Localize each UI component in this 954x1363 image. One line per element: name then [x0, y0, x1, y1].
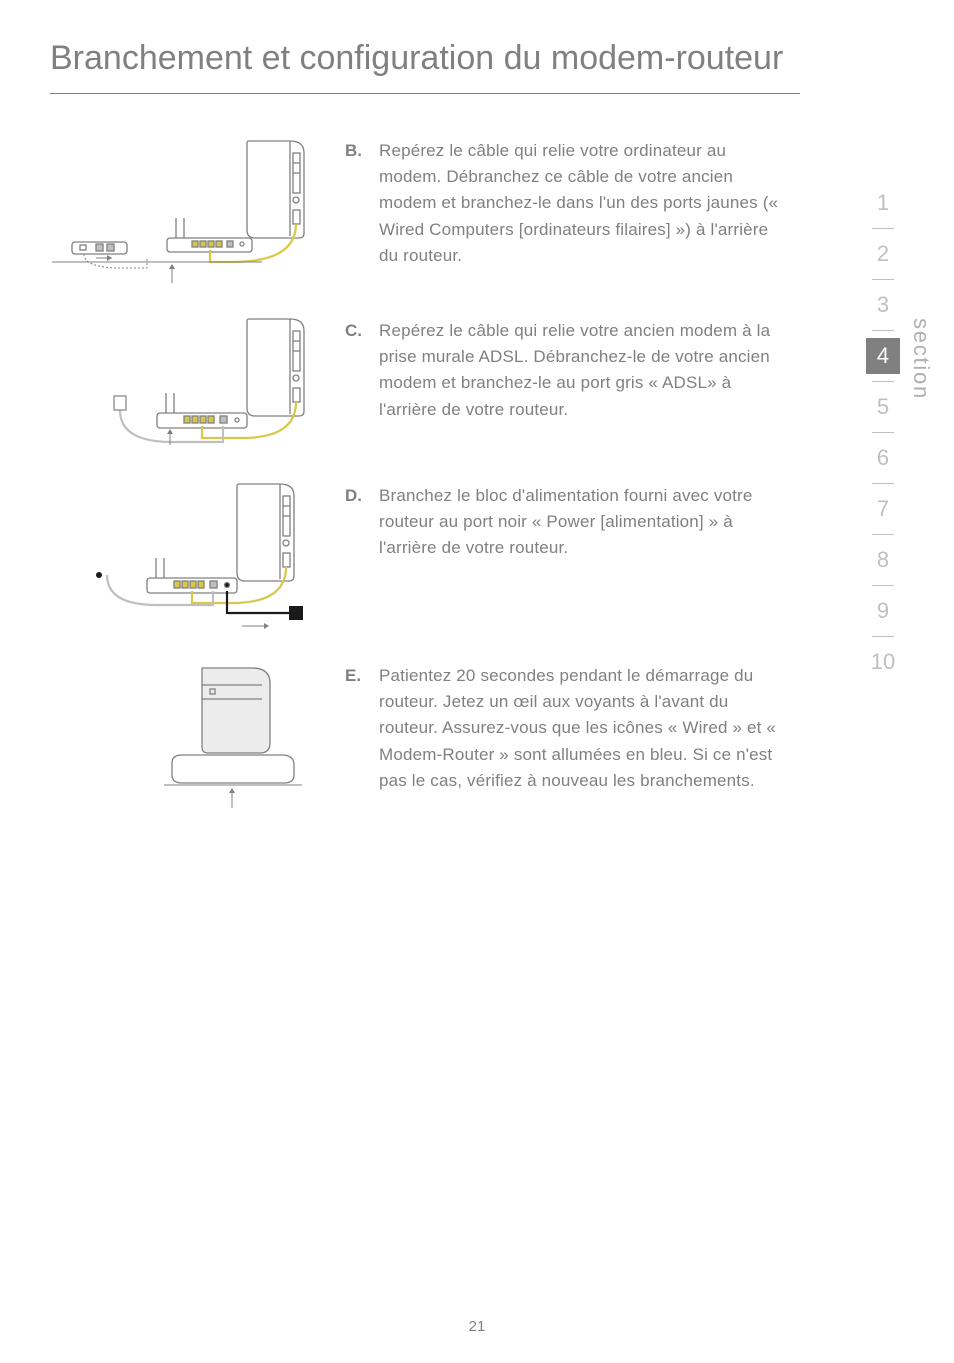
nav-item-5[interactable]: 5: [866, 382, 900, 432]
step-row-c: C. Repérez le câble qui relie votre anci…: [50, 318, 780, 453]
page-number: 21: [0, 1318, 954, 1335]
step-row-b: B. Repérez le câble qui relie votre ordi…: [50, 138, 780, 288]
step-letter-e: E.: [345, 663, 379, 689]
nav-item-7[interactable]: 7: [866, 484, 900, 534]
step-row-d: D. Branchez le bloc d'alimentation fourn…: [50, 483, 780, 633]
nav-item-9[interactable]: 9: [866, 586, 900, 636]
illustration-d: [50, 483, 345, 633]
nav-item-4[interactable]: 4: [866, 338, 900, 374]
nav-item-6[interactable]: 6: [866, 433, 900, 483]
nav-item-8[interactable]: 8: [866, 535, 900, 585]
step-letter-b: B.: [345, 138, 379, 164]
content-area: B. Repérez le câble qui relie votre ordi…: [0, 94, 830, 813]
nav-item-10[interactable]: 10: [866, 637, 900, 687]
step-letter-c: C.: [345, 318, 379, 344]
nav-divider: [872, 330, 894, 331]
step-letter-d: D.: [345, 483, 379, 509]
page-title: Branchement et configuration du modem-ro…: [0, 0, 954, 79]
step-text-c: Repérez le câble qui relie votre ancien …: [379, 318, 780, 423]
nav-item-3[interactable]: 3: [866, 280, 900, 330]
step-row-e: E. Patientez 20 secondes pendant le déma…: [50, 663, 780, 813]
step-text-e: Patientez 20 secondes pendant le démarra…: [379, 663, 780, 795]
nav-numbers: 123 4 5678910: [866, 178, 900, 687]
section-label: section: [908, 318, 934, 400]
illustration-e: [50, 663, 345, 813]
step-text-b: Repérez le câble qui relie votre ordinat…: [379, 138, 780, 270]
illustration-c: [50, 318, 345, 453]
nav-item-2[interactable]: 2: [866, 229, 900, 279]
section-nav: 123 4 5678910 section: [866, 178, 934, 687]
illustration-b: [50, 138, 345, 288]
step-text-d: Branchez le bloc d'alimentation fourni a…: [379, 483, 780, 562]
nav-item-1[interactable]: 1: [866, 178, 900, 228]
